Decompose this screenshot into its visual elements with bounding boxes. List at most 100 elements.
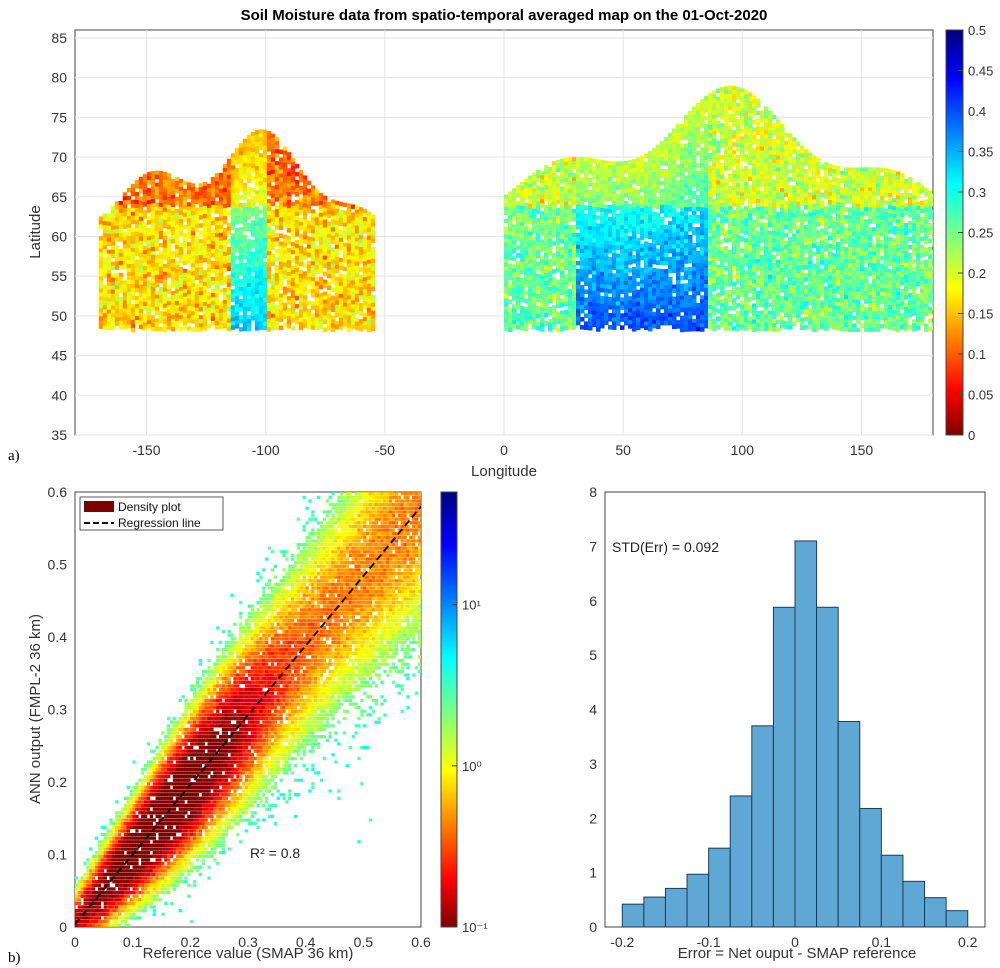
map-cell (334, 232, 340, 238)
map-cell (250, 156, 256, 161)
map-cell (294, 319, 300, 325)
map-cell (540, 259, 545, 264)
map-cell (512, 256, 517, 261)
map-cell (294, 207, 300, 213)
map-cell (716, 144, 721, 150)
map-cell (712, 110, 717, 116)
map-cell (744, 290, 749, 295)
map-cell (154, 326, 160, 332)
map-cell (680, 291, 685, 297)
map-cell (274, 217, 280, 222)
map-cell (552, 181, 557, 186)
map-cell (306, 300, 312, 306)
map-cell (600, 179, 605, 185)
map-cell (692, 274, 697, 280)
map-cell (528, 235, 533, 241)
map-cell (254, 138, 260, 143)
map-cell (210, 308, 216, 314)
map-cell (246, 314, 252, 320)
map-cell (286, 288, 292, 293)
map-cell (576, 260, 581, 266)
map-cell (246, 210, 252, 216)
map-cell (254, 154, 260, 159)
map-cell (536, 297, 541, 303)
map-cell (226, 246, 232, 252)
map-cell (286, 172, 292, 177)
map-cell (138, 220, 144, 226)
map-cell (202, 233, 208, 239)
map-cell (222, 279, 228, 285)
map-cell (274, 321, 280, 326)
map-cell (98, 256, 104, 261)
map-cell (190, 267, 196, 272)
map-cell (620, 257, 625, 262)
map-cell (350, 228, 356, 233)
map-cell (556, 315, 561, 321)
map-cell (548, 286, 553, 292)
map-cell (234, 172, 240, 177)
map-cell (676, 240, 681, 245)
map-cell (724, 298, 729, 303)
map-cell (584, 173, 589, 178)
map-cell (350, 252, 356, 257)
map-cell (138, 248, 144, 254)
map-cell (222, 251, 228, 257)
map-cell (158, 170, 164, 176)
map-cell (580, 265, 585, 270)
map-cell (102, 293, 108, 298)
map-cell (688, 166, 693, 172)
map-cell (732, 102, 737, 107)
map-cell (290, 169, 296, 175)
map-cell (564, 313, 569, 319)
map-cell (592, 190, 597, 196)
map-cell (572, 216, 577, 222)
map-cell (732, 246, 737, 251)
map-cell (150, 255, 156, 260)
map-cell (290, 301, 296, 307)
map-cell (724, 102, 729, 107)
map-cell (314, 313, 320, 318)
map-cell (190, 255, 196, 260)
map-cell (740, 280, 745, 285)
map-cell (370, 294, 376, 300)
map-cell (126, 319, 132, 325)
map-cell (182, 312, 188, 318)
map-cell (282, 254, 288, 260)
map-cell (652, 303, 657, 309)
map-cell (652, 227, 657, 233)
map-cell (326, 273, 332, 279)
map-cell (528, 291, 533, 297)
map-cell (338, 305, 344, 311)
map-cell (620, 189, 625, 194)
map-cell (636, 265, 641, 271)
map-cell (600, 171, 605, 177)
map-cell (512, 292, 517, 297)
map-cell (366, 311, 372, 317)
map-cell (106, 265, 112, 271)
map-cell (732, 170, 737, 175)
map-cell (740, 188, 745, 193)
map-cell (672, 176, 677, 182)
map-cell (536, 313, 541, 319)
map-cell (326, 209, 332, 215)
map-cell (588, 253, 593, 259)
map-cell (130, 219, 136, 225)
map-cell (182, 316, 188, 322)
map-cell (680, 231, 685, 237)
map-cell (138, 204, 144, 210)
map-cell (596, 187, 601, 192)
map-cell (600, 227, 605, 233)
map-cell (544, 204, 549, 210)
map-cell (704, 255, 709, 261)
map-cell (318, 268, 324, 274)
map-cell (660, 228, 665, 234)
map-cell (676, 136, 681, 141)
map-cell (98, 236, 104, 241)
map-cell (620, 169, 625, 174)
map-cell (572, 316, 577, 322)
map-cell (258, 169, 264, 174)
map-cell (564, 205, 569, 211)
map-cell (584, 313, 589, 318)
map-cell (254, 294, 260, 299)
map-cell (588, 313, 593, 319)
